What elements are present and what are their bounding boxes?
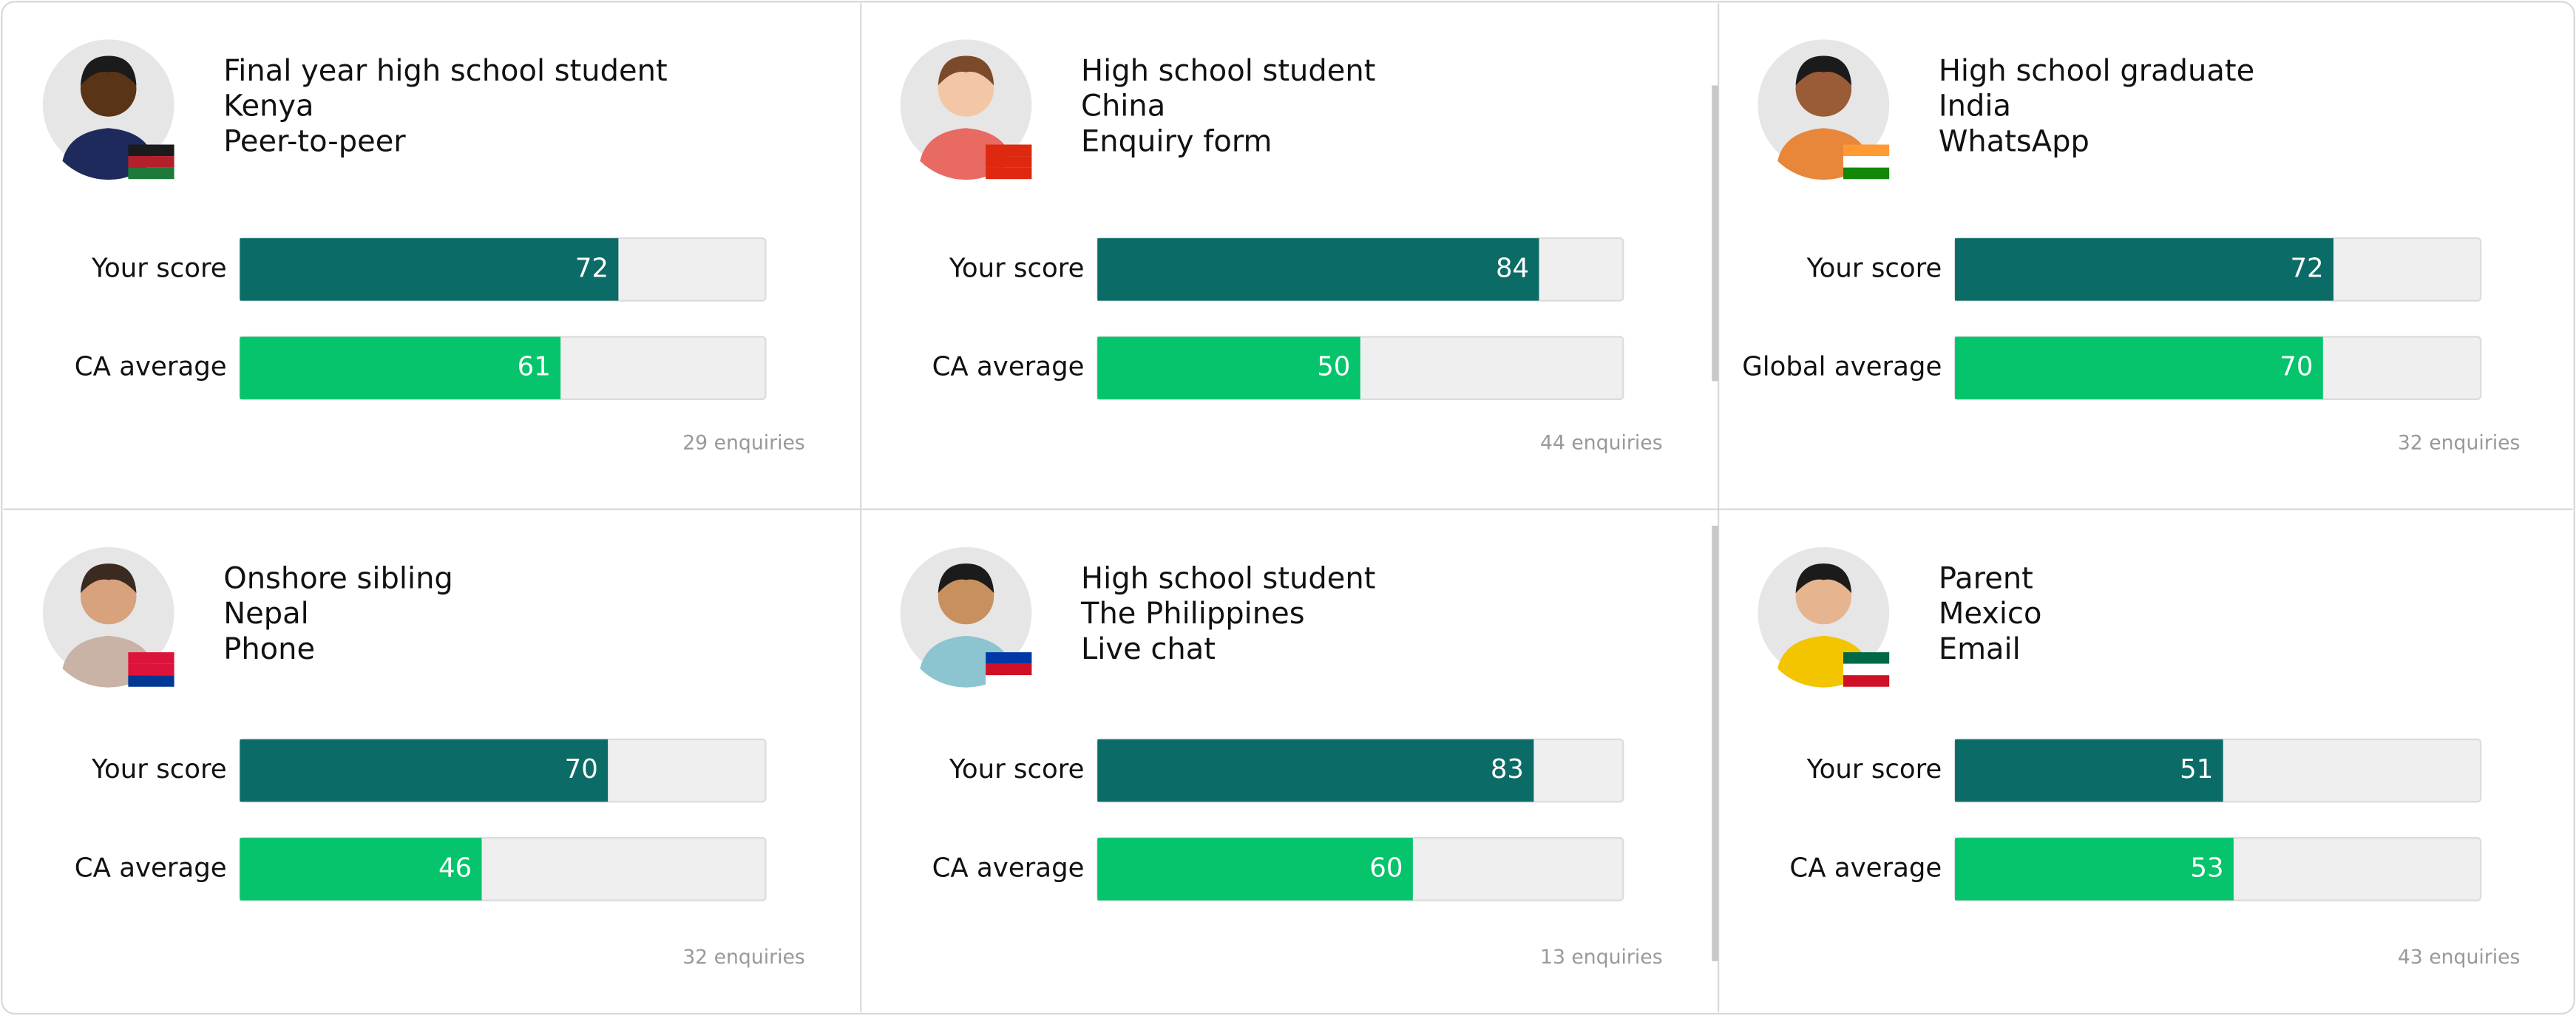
avatar-hair (938, 55, 994, 86)
bar-label: CA average (75, 352, 227, 382)
avatar-head (80, 61, 137, 117)
flag (986, 167, 1032, 180)
bar-label: Your score (949, 754, 1085, 785)
card-channel: Phone (223, 632, 315, 666)
card-country: Kenya (223, 89, 313, 123)
enquiries: 32 enquiries (2398, 431, 2521, 454)
avatar-head (1795, 61, 1852, 117)
bar-value: 60 (1369, 853, 1403, 883)
enquiries: 13 enquiries (1540, 946, 1663, 969)
avatar-head (938, 568, 994, 625)
flag (1843, 156, 1890, 168)
bar-value: 46 (438, 853, 472, 883)
avatar-head (80, 568, 137, 625)
card-role: High school graduate (1939, 54, 2254, 88)
card-channel: Enquiry form (1081, 124, 1272, 158)
flag (986, 663, 1032, 676)
enquiries: 43 enquiries (2398, 946, 2521, 969)
flag (986, 675, 1032, 687)
avatar-hair (1795, 55, 1852, 86)
card-role: High school student (1081, 54, 1375, 88)
scrollbar (1712, 525, 1719, 961)
bar-label: Your score (1806, 754, 1942, 785)
card-role: Parent (1939, 561, 2033, 595)
bar-label: CA average (932, 352, 1085, 382)
card-channel: Email (1939, 632, 2021, 666)
bar (240, 336, 561, 399)
card-channel: WhatsApp (1939, 124, 2089, 158)
bar-value: 70 (2280, 352, 2313, 382)
avatar-hair (1795, 563, 1852, 594)
flag (128, 652, 174, 664)
enquiries: 44 enquiries (1540, 431, 1663, 454)
scrollbar (1712, 85, 1719, 382)
card-role: Final year high school student (223, 54, 667, 88)
flag (1843, 144, 1890, 157)
flag (1843, 652, 1890, 664)
bar-value: 72 (575, 253, 609, 283)
bar-value: 84 (1496, 253, 1529, 283)
bar-label: Global average (1742, 352, 1942, 382)
flag (128, 675, 174, 687)
bar-label: Your score (949, 253, 1085, 283)
card-channel: Live chat (1081, 632, 1216, 666)
card: Final year high school studentKenyaPeer-… (42, 39, 805, 454)
bar-value: 51 (2180, 754, 2213, 785)
bar-label: CA average (75, 853, 227, 883)
bar-label: CA average (1789, 853, 1942, 883)
bar-label: CA average (932, 853, 1085, 883)
bar-label: Your score (1806, 253, 1942, 283)
bar-value: 50 (1317, 352, 1350, 382)
flag (1843, 663, 1890, 676)
bar (1097, 739, 1534, 802)
flag (986, 156, 1032, 168)
bar (1097, 838, 1413, 901)
bar (240, 238, 619, 301)
avatar-head (938, 61, 994, 117)
bar-label: Your score (91, 754, 227, 785)
card-role: Onshore sibling (223, 561, 453, 595)
bar-value: 61 (518, 352, 551, 382)
flag (128, 156, 174, 168)
avatar-hair (80, 563, 137, 594)
card-role: High school student (1081, 561, 1375, 595)
enquiries: 29 enquiries (682, 431, 805, 454)
bar-label: Your score (91, 253, 227, 283)
flag (1843, 167, 1890, 180)
avatar-head (1795, 568, 1852, 625)
flag (986, 144, 1032, 157)
card-country: Nepal (223, 597, 309, 631)
avatar-hair (80, 55, 137, 86)
bar (1097, 336, 1360, 399)
bar-value: 83 (1491, 754, 1524, 785)
bar (1955, 838, 2234, 901)
flag (128, 663, 174, 676)
flag (128, 167, 174, 180)
flag (1843, 675, 1890, 687)
card-channel: Peer-to-peer (223, 124, 406, 158)
bar (240, 838, 482, 901)
card-country: Mexico (1939, 597, 2042, 631)
bar-value: 70 (565, 754, 598, 785)
bar (1955, 739, 2223, 802)
bar-value: 53 (2190, 853, 2223, 883)
card-country: India (1939, 89, 2011, 123)
flag (986, 652, 1032, 664)
enquiries: 32 enquiries (682, 946, 805, 969)
bar (1097, 238, 1539, 301)
bar (1955, 336, 2323, 399)
flag (128, 144, 174, 157)
avatar-hair (938, 563, 994, 594)
card-country: China (1081, 89, 1165, 123)
bar (1955, 238, 2333, 301)
card-country: The Philippines (1080, 597, 1305, 631)
bar (240, 739, 609, 802)
bar-value: 72 (2290, 253, 2323, 283)
